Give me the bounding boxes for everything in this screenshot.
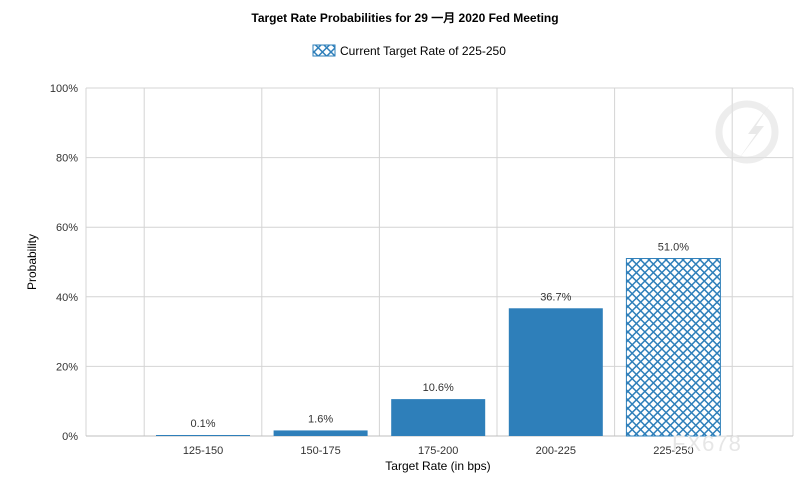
y-tick-labels: 0% 20% 40% 60% 80% 100% <box>50 83 78 443</box>
x-tick-label: 225-250 <box>653 445 693 457</box>
bar-175-200 <box>391 399 486 436</box>
y-tick-label: 80% <box>56 153 78 165</box>
bar-150-175 <box>273 430 368 436</box>
watermark-logo <box>715 100 779 164</box>
watermark-bolt-icon <box>738 104 770 160</box>
data-label: 1.6% <box>308 413 333 425</box>
y-axis-label: Probability <box>25 234 39 290</box>
legend-swatch <box>312 44 336 57</box>
data-label: 36.7% <box>540 291 571 303</box>
x-tick-label: 175-200 <box>418 445 458 457</box>
bars <box>156 258 721 437</box>
x-axis-label: Target Rate (in bps) <box>385 459 490 473</box>
y-tick-label: 40% <box>56 292 78 304</box>
bar-125-150 <box>156 435 250 436</box>
data-label: 51.0% <box>658 242 689 254</box>
gridlines <box>85 87 794 437</box>
legend: Current Target Rate of 225-250 <box>312 44 506 58</box>
y-tick-label: 60% <box>56 222 78 234</box>
x-tick-label: 125-150 <box>183 445 223 457</box>
y-tick-label: 20% <box>56 361 78 373</box>
x-tick-label: 200-225 <box>536 445 576 457</box>
bar-200-225 <box>508 308 603 436</box>
data-label: 10.6% <box>423 382 454 394</box>
y-tick-label: 0% <box>62 431 78 443</box>
y-tick-label: 100% <box>50 83 78 95</box>
legend-label: Current Target Rate of 225-250 <box>340 44 506 58</box>
watermark-ring <box>715 100 779 164</box>
chart-title: Target Rate Probabilities for 29 一月 2020… <box>251 11 558 25</box>
watermark-text: FX678 <box>672 431 742 456</box>
x-tick-labels: 125-150 150-175 175-200 200-225 225-250 <box>183 445 694 457</box>
data-labels: 0.1% 1.6% 10.6% 36.7% 51.0% <box>190 242 689 430</box>
bar-225-250 <box>625 258 721 437</box>
x-tick-label: 150-175 <box>300 445 340 457</box>
data-label: 0.1% <box>190 418 215 430</box>
